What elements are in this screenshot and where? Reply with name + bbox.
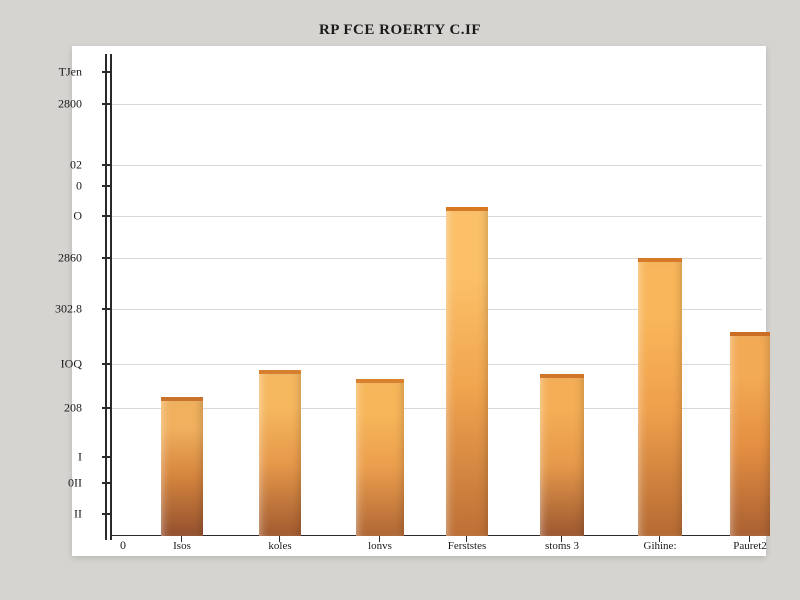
- y-tick-label: 302.8: [22, 301, 82, 316]
- y-tick: [102, 103, 110, 105]
- y-tick-label: 02: [22, 157, 82, 172]
- x-tick-label: Ferststes: [448, 540, 487, 552]
- bar: [161, 397, 203, 536]
- y-tick-label: I: [22, 450, 82, 465]
- x-tick-label: Isos: [173, 540, 191, 552]
- y-tick-label: II: [22, 506, 82, 521]
- x-tick: [379, 536, 380, 542]
- bar: [446, 207, 488, 536]
- y-tick-label: 2860: [22, 250, 82, 265]
- y-tick: [102, 482, 110, 484]
- y-axis-outer-line: [105, 54, 107, 540]
- bar: [638, 258, 682, 536]
- x-tick: [659, 536, 660, 542]
- y-tick-label: IOQ: [22, 357, 82, 372]
- x-tick-label: stoms 3: [545, 540, 579, 552]
- y-tick: [102, 456, 110, 458]
- y-tick-label: 0: [22, 178, 82, 193]
- bar: [259, 370, 301, 536]
- gridline: [112, 216, 762, 217]
- y-tick-label: O: [22, 208, 82, 223]
- gridline: [112, 165, 762, 166]
- y-tick: [102, 513, 110, 515]
- y-tick: [102, 185, 110, 187]
- plot-area: [112, 72, 762, 536]
- x-tick-label: Gihine:: [644, 540, 677, 552]
- chart-title: RP FCE ROERTY C.IF: [0, 22, 800, 39]
- y-tick-label: TJen: [22, 65, 82, 80]
- x-tick: [466, 536, 467, 542]
- x-tick: [749, 536, 750, 542]
- x-tick: [181, 536, 182, 542]
- y-tick: [102, 215, 110, 217]
- y-tick: [102, 363, 110, 365]
- y-tick-label: 2800: [22, 97, 82, 112]
- y-tick: [102, 164, 110, 166]
- x-tick: [279, 536, 280, 542]
- y-tick: [102, 257, 110, 259]
- y-tick-label: 208: [22, 401, 82, 416]
- x-origin-label: 0: [120, 538, 126, 553]
- y-tick: [102, 71, 110, 73]
- y-tick: [102, 407, 110, 409]
- y-tick: [102, 308, 110, 310]
- x-tick: [561, 536, 562, 542]
- x-tick-label: lonvs: [368, 540, 392, 552]
- x-tick-label: koles: [268, 540, 291, 552]
- bar: [356, 379, 404, 536]
- y-tick-label: 0II: [22, 475, 82, 490]
- bar: [540, 374, 584, 536]
- gridline: [112, 104, 762, 105]
- x-tick-label: Pauret2: [733, 540, 767, 552]
- bar: [730, 332, 770, 536]
